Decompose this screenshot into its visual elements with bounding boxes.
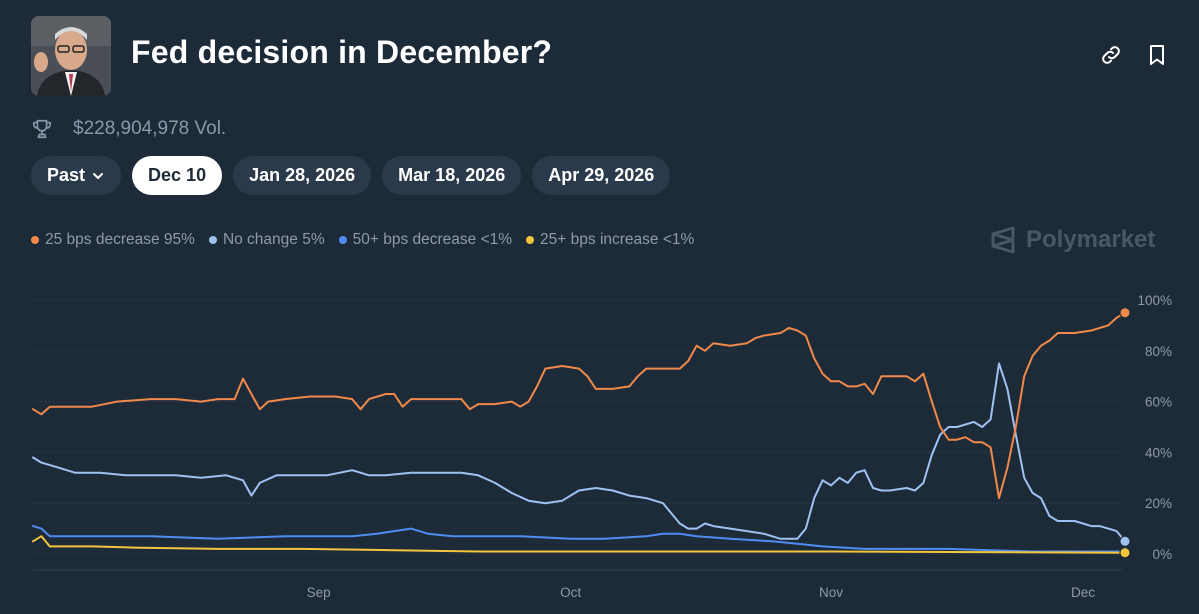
bookmark-icon[interactable] [1145, 43, 1169, 67]
y-tick-label: 20% [1145, 496, 1172, 511]
series-line [32, 362, 1126, 543]
legend-label: 50+ bps decrease <1% [352, 231, 513, 248]
series-end-point [1119, 307, 1131, 319]
legend-dot [208, 236, 217, 244]
polymarket-logo-icon [991, 226, 1015, 254]
legend-label: No change 5% [222, 231, 325, 248]
x-tick-label: Dec [1071, 585, 1095, 600]
volume-row: $228,904,978 Vol. [31, 116, 226, 142]
y-tick-label: 40% [1145, 445, 1172, 460]
x-tick-label: Oct [560, 585, 581, 600]
chevron-down-icon [93, 172, 104, 179]
market-avatar [31, 16, 111, 96]
tab-mar-18-2026[interactable]: Mar 18, 2026 [382, 156, 522, 195]
y-tick-label: 100% [1137, 293, 1172, 308]
legend-dot [526, 236, 535, 244]
series-end-point [1119, 535, 1131, 547]
polymarket-watermark: Polymarket [990, 224, 1155, 256]
tab-label: Past [47, 165, 86, 185]
legend-label: 25 bps decrease 95% [45, 231, 195, 248]
tab-jan-28-2026[interactable]: Jan 28, 2026 [233, 156, 372, 195]
series-end-point [1119, 547, 1131, 559]
x-tick-label: Sep [307, 585, 331, 600]
legend-dot [31, 236, 39, 244]
legend-label: 25+ bps increase <1% [540, 231, 695, 248]
legend-item-25-bps-decrease[interactable]: 25 bps decrease 95% [31, 231, 195, 249]
legend-dot [338, 236, 347, 244]
tab-dec-10[interactable]: Dec 10 [132, 156, 223, 195]
y-tick-label: 0% [1152, 547, 1172, 562]
y-tick-label: 60% [1145, 395, 1172, 410]
probability-chart: 100% 80% 60% 40% 20% 0% Sep Oct Nov Dec [32, 293, 1172, 600]
x-tick-label: Nov [819, 585, 843, 600]
volume-text: $228,904,978 Vol. [73, 118, 227, 139]
tab-label: Dec 10 [148, 165, 207, 185]
watermark-text: Polymarket [1026, 226, 1156, 253]
series-line [32, 525, 1126, 553]
tab-apr-29-2026[interactable]: Apr 29, 2026 [532, 156, 671, 195]
trophy-icon [32, 119, 52, 139]
page-title: Fed decision in December? [131, 34, 553, 70]
legend-item-no-change[interactable]: No change 5% [208, 231, 325, 249]
series-line [32, 311, 1126, 500]
legend-item-25-bps-increase[interactable]: 25+ bps increase <1% [526, 231, 694, 249]
portrait-image [31, 16, 111, 96]
series-line [32, 535, 1126, 554]
date-tabs: Past Dec 10 Jan 28, 2026 Mar 18, 2026 Ap… [31, 156, 671, 195]
y-tick-label: 80% [1145, 344, 1172, 359]
tab-label: Apr 29, 2026 [548, 165, 655, 185]
legend-item-50-bps-decrease[interactable]: 50+ bps decrease <1% [338, 231, 513, 249]
link-icon[interactable] [1099, 43, 1123, 67]
tab-label: Jan 28, 2026 [249, 165, 356, 185]
chart-legend: 25 bps decrease 95% No change 5% 50+ bps… [31, 229, 694, 251]
tab-past[interactable]: Past [31, 156, 122, 195]
tab-label: Mar 18, 2026 [398, 165, 506, 185]
